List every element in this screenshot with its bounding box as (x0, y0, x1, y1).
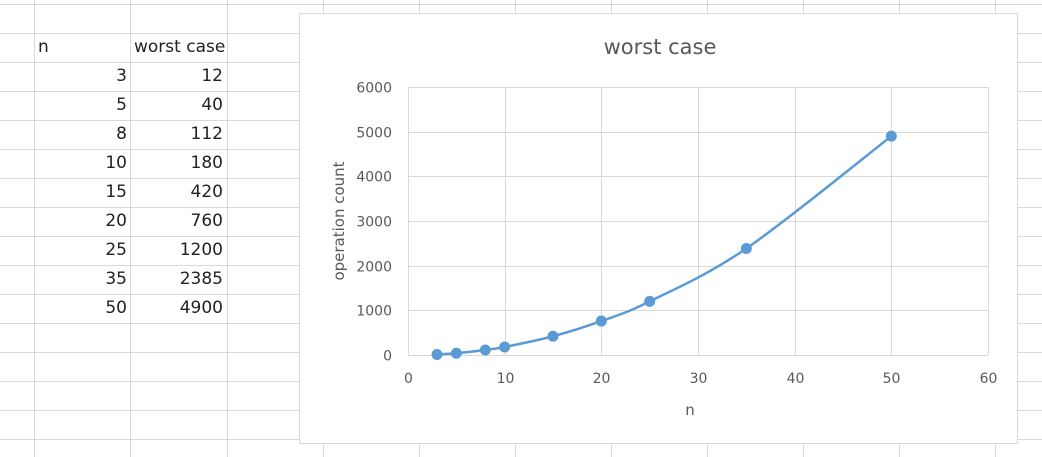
chart-object[interactable]: 0 1000 2000 3000 4000 5000 6000 0 10 20 30 40 50 60 wo… (299, 13, 1018, 444)
data-point (740, 242, 752, 254)
y-tick-label: 5000 (356, 126, 392, 142)
y-tick-label: 1000 (356, 304, 392, 320)
data-point (595, 315, 607, 327)
data-point (431, 348, 443, 360)
cell-worst-case[interactable]: 2385 (179, 269, 223, 289)
x-tick-label: 10 (497, 371, 515, 387)
cell-n[interactable]: 10 (105, 153, 127, 173)
cell-worst-case[interactable]: 112 (190, 124, 223, 144)
cell-worst-case[interactable]: 760 (190, 211, 223, 231)
cell-n[interactable]: 25 (105, 240, 127, 260)
cell-n[interactable]: 35 (105, 269, 127, 289)
cell-worst-case[interactable]: 1200 (179, 240, 223, 260)
x-tick-label: 0 (404, 371, 413, 387)
data-point (547, 330, 559, 342)
x-tick-label: 40 (787, 371, 805, 387)
cell-n[interactable]: 20 (105, 211, 127, 231)
data-point (499, 341, 511, 353)
cell-worst-case[interactable]: 4900 (179, 298, 223, 318)
x-tick-label: 30 (690, 371, 708, 387)
x-axis-label: n (685, 401, 695, 419)
data-point (450, 347, 462, 359)
y-tick-label: 4000 (356, 170, 392, 186)
cell-worst-case[interactable]: 12 (201, 66, 223, 86)
cell-n[interactable]: 8 (116, 124, 127, 144)
cell-worst-case[interactable]: 180 (190, 153, 223, 173)
cell-n[interactable]: 5 (116, 95, 127, 115)
data-point (644, 295, 656, 307)
cell-n[interactable]: 15 (105, 182, 127, 202)
y-tick-label: 2000 (356, 260, 392, 276)
header-worst-case[interactable]: worst case (134, 37, 226, 57)
y-tick-label: 6000 (356, 81, 392, 97)
x-tick-label: 50 (883, 371, 901, 387)
header-n[interactable]: n (38, 37, 49, 57)
cell-n[interactable]: 50 (105, 298, 127, 318)
data-point (479, 344, 491, 356)
y-tick-label: 0 (383, 349, 392, 365)
scatter-chart: 0 1000 2000 3000 4000 5000 6000 0 10 20 30 40 50 60 wo… (330, 35, 998, 419)
y-tick-label: 3000 (356, 215, 392, 231)
cell-n[interactable]: 3 (116, 66, 127, 86)
x-tick-label: 20 (593, 371, 611, 387)
y-axis-label: operation count (330, 161, 348, 280)
cell-worst-case[interactable]: 420 (190, 182, 223, 202)
cell-worst-case[interactable]: 40 (201, 95, 223, 115)
x-tick-label: 60 (980, 371, 998, 387)
data-point (885, 130, 897, 142)
chart-title: worst case (604, 35, 717, 59)
